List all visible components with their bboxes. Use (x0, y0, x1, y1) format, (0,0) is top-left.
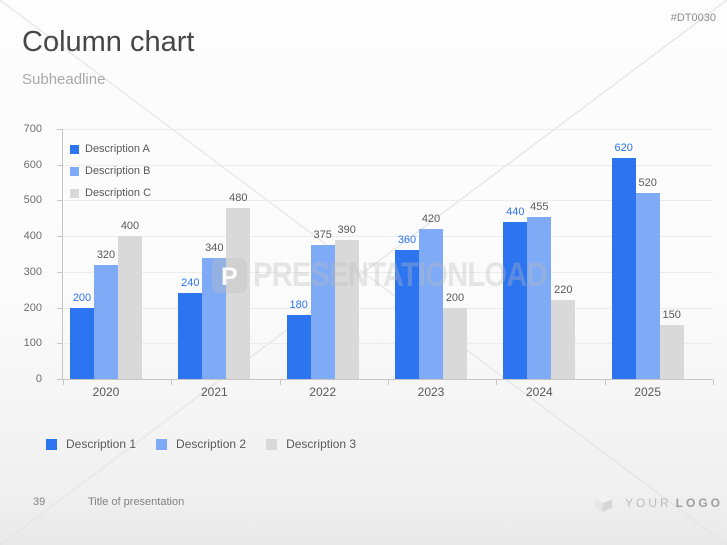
bar-description-b-2023[interactable]: 420 (419, 213, 443, 379)
bottom-legend-item[interactable]: Description 2 (156, 437, 246, 451)
x-axis-label-2022: 2022 (309, 385, 337, 399)
x-axis-tick (388, 380, 389, 385)
bar-group-2024: 440 455 220 2024 (496, 129, 604, 399)
bar-description-a-2024[interactable]: 440 (503, 206, 528, 379)
column-chart-plot-area[interactable]: Description A Description B Description C … (57, 129, 714, 399)
x-axis-tick (63, 380, 64, 385)
subheadline[interactable]: Subheadline (22, 71, 106, 88)
data-label: 390 (337, 223, 356, 236)
bar-description-c-2023[interactable]: 200 (443, 292, 467, 379)
logo-word-logo: LOGO (675, 496, 724, 510)
bar-group-2021: 240 340 480 2021 (171, 129, 279, 399)
y-axis-label: 700 (23, 123, 42, 135)
bar-description-a-2025[interactable]: 620 (611, 142, 636, 379)
bar-description-b-2022[interactable]: 375 (310, 229, 335, 379)
data-label: 455 (530, 200, 549, 213)
data-label: 520 (638, 177, 657, 190)
bar-description-c-2022[interactable]: 390 (334, 224, 359, 379)
data-label: 480 (229, 191, 248, 204)
bar-description-c-2020[interactable]: 400 (118, 220, 142, 379)
bottom-legend-item[interactable]: Description 1 (46, 437, 136, 451)
page-title[interactable]: Column chart (22, 26, 195, 58)
page-number: 39 (33, 496, 46, 508)
x-axis-tick (496, 380, 498, 385)
bar-group-2020: 200 320 400 2020 (63, 129, 171, 399)
data-label: 400 (120, 220, 140, 233)
y-axis-label: 200 (23, 301, 42, 314)
data-label: 420 (421, 213, 441, 225)
bar-description-b-2021[interactable]: 340 (202, 242, 227, 379)
footer-presentation-title[interactable]: Title of presentation (88, 496, 185, 508)
x-axis-label-2023: 2023 (417, 385, 445, 399)
bar-description-c-2025[interactable]: 150 (659, 309, 684, 379)
y-axis-label: 0 (35, 373, 42, 385)
x-axis-tick (279, 380, 281, 385)
template-code: #DT0030 (670, 12, 716, 24)
data-label: 150 (662, 309, 681, 322)
y-axis-label: 600 (23, 158, 42, 171)
y-axis-label: 100 (23, 337, 42, 350)
x-axis-label-2020: 2020 (92, 385, 120, 399)
data-label: 200 (445, 291, 465, 304)
bar-description-c-2024[interactable]: 220 (551, 284, 576, 379)
bar-description-b-2020[interactable]: 320 (94, 249, 118, 379)
legend-label: Description 3 (286, 437, 357, 451)
x-axis-tick (713, 380, 714, 385)
x-axis-tick (604, 380, 606, 385)
y-axis-label: 400 (23, 230, 42, 243)
data-label: 620 (614, 141, 633, 154)
bar-description-a-2023[interactable]: 360 (395, 234, 419, 379)
x-axis-label-2021: 2021 (200, 385, 228, 399)
bar-description-a-2021[interactable]: 240 (178, 277, 203, 379)
bar-group-2025: 620 520 150 2025 (605, 129, 713, 399)
legend-swatch-icon (266, 438, 278, 450)
legend-swatch-icon (156, 438, 168, 450)
bar-description-a-2020[interactable]: 200 (70, 292, 94, 379)
bottom-legend-item[interactable]: Description 3 (266, 437, 356, 451)
data-label: 220 (554, 284, 573, 297)
bottom-legend[interactable]: Description 1 Description 2 Description 3 (46, 437, 356, 451)
bar-description-b-2024[interactable]: 455 (527, 201, 552, 379)
your-logo: YOUR LOGO (592, 492, 723, 514)
bar-description-c-2021[interactable]: 480 (226, 192, 251, 379)
y-axis-label: 300 (23, 265, 42, 278)
bar-description-b-2025[interactable]: 520 (635, 177, 660, 379)
x-axis-tick (171, 380, 173, 385)
legend-label: Description 2 (176, 437, 247, 451)
x-axis-label-2025: 2025 (634, 385, 662, 399)
y-axis: 0 100 200 300 400 500 600 700 (10, 123, 42, 385)
y-axis-label: 500 (23, 194, 42, 207)
x-axis-label-2024: 2024 (525, 385, 553, 399)
legend-label: Description 1 (66, 437, 137, 451)
bar-group-2023: 360 420 200 2023 (388, 129, 496, 399)
legend-swatch-icon (46, 438, 57, 450)
logo-word-your: YOUR (625, 496, 672, 510)
bar-description-a-2022[interactable]: 180 (286, 299, 311, 379)
cube-logo-icon (594, 494, 613, 513)
bar-group-2022: 180 375 390 2022 (280, 129, 388, 399)
